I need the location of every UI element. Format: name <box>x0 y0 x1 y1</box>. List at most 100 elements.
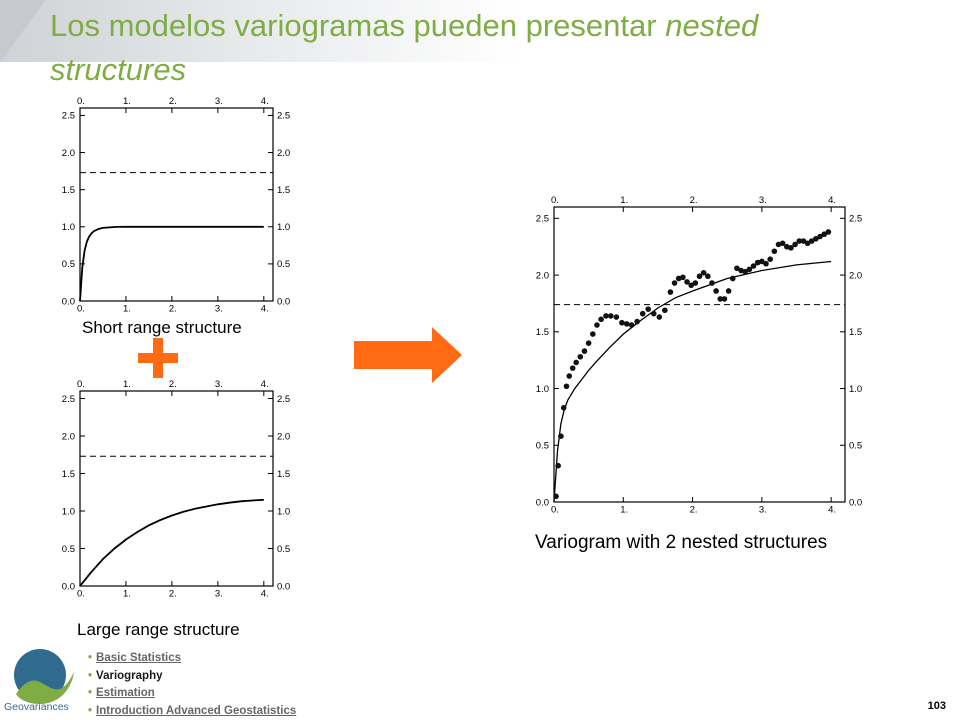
variogram-point <box>688 282 694 289</box>
x-tick-label-bottom: 0. <box>77 589 85 600</box>
x-tick-label-bottom: 4. <box>261 304 269 315</box>
plus-icon <box>138 338 178 378</box>
nav-item-variography[interactable]: • Variography <box>88 668 296 686</box>
nav-item-advanced-geostatistics[interactable]: • Introduction Advanced Geostatistics <box>88 703 296 720</box>
variogram-point <box>577 353 584 360</box>
y-tick-label-left: 0.5 <box>536 441 549 452</box>
x-tick-label-bottom: 3. <box>215 589 223 600</box>
variogram-point <box>825 229 832 235</box>
variogram-point <box>581 348 588 354</box>
variogram-point <box>721 296 728 302</box>
nav-bullet: • <box>88 652 93 664</box>
y-tick-label-right: 1.5 <box>277 185 290 196</box>
y-tick-label-left: 1.5 <box>536 327 549 338</box>
short-range-caption: Short range structure <box>82 318 242 337</box>
y-tick-label-right: 0.5 <box>277 544 290 555</box>
variogram-point <box>821 231 828 238</box>
variogram-point <box>729 275 736 282</box>
y-tick-label-right: 1.0 <box>277 222 290 233</box>
nav-item-basic-statistics[interactable]: • Basic Statistics <box>88 650 296 668</box>
variogram-point <box>680 274 686 281</box>
logo-text: Geovariances <box>4 701 69 713</box>
variogram-point <box>796 238 803 244</box>
x-tick-label-top: 1. <box>620 195 628 206</box>
y-tick-label-left: 2.5 <box>62 111 75 122</box>
variogram-point <box>734 265 740 272</box>
variogram-point <box>813 235 819 242</box>
y-tick-label-left: 2.5 <box>62 394 75 405</box>
variogram-point <box>662 307 668 314</box>
variogram-point <box>771 248 778 255</box>
variogram-point <box>623 321 630 327</box>
geovariances-logo <box>14 649 74 704</box>
structure-curve <box>79 225 264 302</box>
nav-item-label: Variography <box>96 669 163 682</box>
variogram-point <box>696 273 703 280</box>
y-tick-label-right: 0.0 <box>277 581 290 592</box>
y-tick-label-left: 0.5 <box>62 544 75 555</box>
slide-title-main: Los modelos variogramas pueden presentar <box>50 8 657 43</box>
y-tick-label-left: 0.5 <box>62 259 75 270</box>
variogram-point <box>650 310 657 317</box>
y-tick-label-left: 2.5 <box>536 214 549 225</box>
title-tab-decoration <box>0 0 46 62</box>
x-tick-label-bottom: 1. <box>620 505 628 516</box>
x-tick-label-bottom: 2. <box>690 505 698 516</box>
y-tick-label-left: 2.0 <box>62 431 75 442</box>
y-tick-label-left: 0.0 <box>62 296 75 307</box>
variogram-point <box>779 240 786 247</box>
variogram-point <box>585 340 592 346</box>
y-tick-label-left: 2.0 <box>536 270 549 281</box>
large-range-chart: 0. 0. 1. 1. 2. 2. 3. 3. 4. 4. 0.0 0.0 0.5 0.5 1.0 1.0 1.… <box>62 379 290 600</box>
y-tick-label-right: 0.0 <box>277 296 290 307</box>
y-tick-label-right: 2.5 <box>849 214 862 225</box>
plot-frame <box>79 107 274 302</box>
nav-item-estimation[interactable]: • Estimation <box>88 685 296 703</box>
x-tick-label-top: 3. <box>215 96 223 107</box>
x-tick-label-bottom: 4. <box>261 589 269 600</box>
large-range-caption: Large range structure <box>77 620 240 639</box>
variogram-point <box>645 306 652 312</box>
variogram-point <box>742 268 749 275</box>
y-tick-label-right: 2.0 <box>277 148 290 159</box>
variogram-point <box>566 373 573 379</box>
variogram-point <box>804 240 811 247</box>
y-tick-label-right: 2.5 <box>277 111 290 122</box>
x-tick-label-bottom: 1. <box>123 589 131 600</box>
y-tick-label-right: 0.0 <box>849 497 862 508</box>
x-tick-label-bottom: 0. <box>77 304 85 315</box>
variogram-point <box>700 270 707 276</box>
structure-curve <box>79 498 264 587</box>
nav-item-label: Introduction Advanced Geostatistics <box>96 704 297 717</box>
variogram-point <box>692 280 699 286</box>
x-tick-label-bottom: 2. <box>169 589 177 600</box>
title-band <box>0 0 520 62</box>
variogram-point <box>558 433 564 439</box>
variogram-point <box>590 331 596 337</box>
right-arrow-icon <box>354 327 462 383</box>
variogram-point <box>573 359 579 366</box>
variogram-point <box>639 310 646 317</box>
variogram-point <box>763 260 769 267</box>
nested-variogram-caption: Variogram with 2 nested structures <box>535 532 828 553</box>
y-tick-label-right: 1.0 <box>277 506 290 517</box>
x-tick-label-bottom: 0. <box>551 505 559 516</box>
variogram-point <box>788 245 794 251</box>
x-tick-label-bottom: 3. <box>759 505 767 516</box>
slide-title: Los modelos variogramas pueden presentar… <box>50 4 870 92</box>
x-tick-label-bottom: 2. <box>169 304 177 315</box>
nav-bullet: • <box>88 687 93 699</box>
variogram-point <box>705 273 711 280</box>
variogram-point <box>717 296 724 302</box>
variogram-point <box>684 279 690 285</box>
variogram-point <box>608 313 614 319</box>
y-tick-label-left: 1.0 <box>536 384 549 395</box>
x-tick-label-bottom: 4. <box>828 505 836 516</box>
variogram-point <box>560 405 567 411</box>
x-tick-label-top: 1. <box>123 96 131 107</box>
x-tick-label-top: 3. <box>215 379 223 390</box>
short-range-chart: 0. 0. 1. 1. 2. 2. 3. 3. 4. 4. 0.0 0.0 0.5 0.5 1.0 1.0 1.… <box>62 96 290 315</box>
variogram-point <box>746 266 753 273</box>
section-nav: • Basic Statistics • Variography • Estimati… <box>88 650 296 720</box>
x-tick-label-top: 1. <box>123 379 131 390</box>
